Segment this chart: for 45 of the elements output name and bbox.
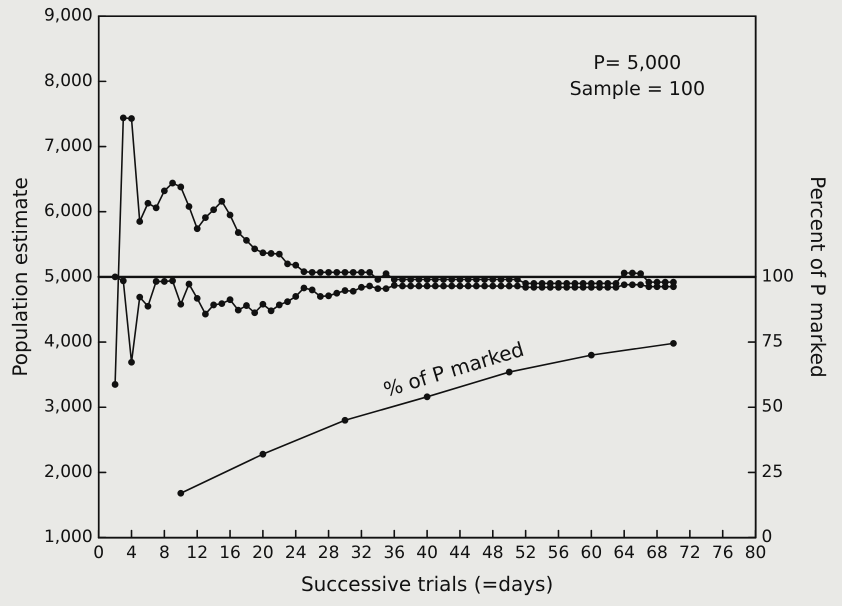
x-tick-label: 24 bbox=[284, 543, 307, 564]
x-tick-label: 40 bbox=[416, 543, 438, 564]
point bbox=[259, 450, 266, 458]
y2-tick-label: 25 bbox=[762, 462, 784, 482]
x-tick-label: 60 bbox=[580, 543, 602, 564]
y-tick-label: 2,000 bbox=[44, 462, 93, 482]
x-tick-label: 32 bbox=[350, 543, 372, 564]
x-tick-label: 64 bbox=[613, 543, 635, 564]
x-axis-title: Successive trials (=days) bbox=[300, 572, 554, 596]
y-tick-label: 7,000 bbox=[44, 136, 93, 156]
y-tick-label: 6,000 bbox=[44, 201, 93, 222]
x-tick-label: 56 bbox=[548, 543, 570, 564]
x-tick-label: 68 bbox=[646, 543, 668, 564]
annotation: P= 5,000 bbox=[593, 52, 682, 74]
x-tick-label: 8 bbox=[158, 543, 170, 564]
y2-axis-title: Percent of P marked bbox=[806, 176, 830, 378]
x-tick-label: 52 bbox=[514, 543, 536, 564]
y-tick-label: 9,000 bbox=[44, 6, 93, 26]
x-tick-label: 36 bbox=[383, 543, 406, 564]
y2-tick-label: 100 bbox=[762, 266, 794, 286]
y-tick-label: 3,000 bbox=[44, 396, 93, 417]
x-tick-label: 48 bbox=[482, 543, 504, 564]
point bbox=[588, 352, 595, 359]
x-tick-label: 28 bbox=[318, 543, 340, 564]
x-tick-label: 44 bbox=[449, 543, 471, 564]
x-tick-label: 12 bbox=[186, 543, 208, 564]
point bbox=[177, 490, 184, 497]
x-tick-label: 4 bbox=[126, 543, 137, 564]
y-axis-title: Population estimate bbox=[8, 177, 32, 377]
x-tick-label: 0 bbox=[93, 543, 104, 564]
y-tick-label: 4,000 bbox=[44, 331, 93, 352]
x-tick-label: 76 bbox=[712, 543, 734, 564]
point bbox=[342, 416, 348, 424]
annotation: Sample = 100 bbox=[570, 78, 706, 100]
x-tick-label: 72 bbox=[679, 543, 701, 564]
y2-tick-label: 75 bbox=[762, 331, 784, 352]
point bbox=[424, 393, 431, 400]
point bbox=[670, 340, 677, 347]
y-tick-label: 8,000 bbox=[44, 70, 93, 91]
y2-tick-label: 50 bbox=[762, 396, 784, 417]
x-tick-label: 16 bbox=[219, 543, 241, 564]
y-tick-label: 1,000 bbox=[44, 527, 93, 548]
x-tick-label: 80 bbox=[744, 543, 766, 564]
x-tick-label: 20 bbox=[252, 543, 274, 564]
y-tick-label: 5,000 bbox=[44, 266, 93, 286]
